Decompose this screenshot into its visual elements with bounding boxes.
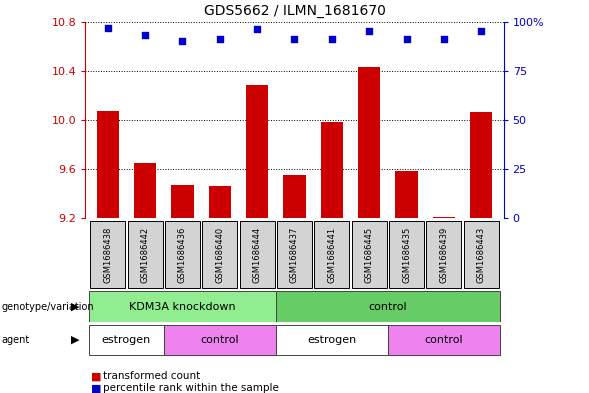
Title: GDS5662 / ILMN_1681670: GDS5662 / ILMN_1681670 xyxy=(204,4,385,18)
Bar xyxy=(97,111,119,218)
Bar xyxy=(165,221,200,288)
Point xyxy=(253,26,262,33)
Point xyxy=(477,28,486,35)
Bar xyxy=(426,221,461,288)
Text: ▶: ▶ xyxy=(71,335,80,345)
Bar xyxy=(171,185,194,218)
Bar xyxy=(240,221,274,288)
Bar xyxy=(320,122,343,218)
Bar xyxy=(164,325,276,355)
Text: control: control xyxy=(425,335,463,345)
Text: control: control xyxy=(200,335,239,345)
Bar xyxy=(246,86,269,218)
Bar xyxy=(283,175,306,218)
Point xyxy=(402,36,411,42)
Point xyxy=(439,36,449,42)
Text: ■: ■ xyxy=(91,371,102,382)
Bar xyxy=(134,163,156,218)
Bar xyxy=(464,221,499,288)
Point xyxy=(140,32,150,39)
Bar xyxy=(202,221,237,288)
Bar xyxy=(352,221,387,288)
Bar xyxy=(470,112,492,218)
Point xyxy=(103,24,112,31)
Bar xyxy=(209,186,231,218)
Point xyxy=(290,36,299,42)
Bar xyxy=(276,292,500,321)
Text: GSM1686445: GSM1686445 xyxy=(365,226,373,283)
Text: estrogen: estrogen xyxy=(307,335,356,345)
Bar xyxy=(276,325,388,355)
Bar xyxy=(89,292,276,321)
Point xyxy=(178,38,187,44)
Point xyxy=(365,28,374,35)
Bar xyxy=(358,67,380,218)
Text: transformed count: transformed count xyxy=(103,371,200,382)
Text: estrogen: estrogen xyxy=(102,335,151,345)
Text: KDM3A knockdown: KDM3A knockdown xyxy=(129,301,236,312)
Text: GSM1686441: GSM1686441 xyxy=(327,226,336,283)
Text: ■: ■ xyxy=(91,383,102,393)
Bar xyxy=(90,221,125,288)
Text: percentile rank within the sample: percentile rank within the sample xyxy=(103,383,279,393)
Bar xyxy=(388,325,500,355)
Text: GSM1686439: GSM1686439 xyxy=(439,226,448,283)
Text: GSM1686442: GSM1686442 xyxy=(141,226,150,283)
Bar xyxy=(395,171,418,218)
Text: GSM1686443: GSM1686443 xyxy=(477,226,486,283)
Bar xyxy=(89,325,164,355)
Text: control: control xyxy=(369,301,407,312)
Bar xyxy=(315,221,349,288)
Bar xyxy=(128,221,163,288)
Bar xyxy=(277,221,312,288)
Text: GSM1686435: GSM1686435 xyxy=(402,226,411,283)
Text: GSM1686440: GSM1686440 xyxy=(216,226,224,283)
Text: agent: agent xyxy=(1,335,29,345)
Bar xyxy=(433,217,455,218)
Text: GSM1686438: GSM1686438 xyxy=(103,226,112,283)
Text: genotype/variation: genotype/variation xyxy=(1,301,94,312)
Text: GSM1686437: GSM1686437 xyxy=(290,226,299,283)
Text: GSM1686436: GSM1686436 xyxy=(178,226,187,283)
Point xyxy=(327,36,336,42)
Bar xyxy=(389,221,424,288)
Text: GSM1686444: GSM1686444 xyxy=(253,226,262,283)
Point xyxy=(215,36,224,42)
Text: ▶: ▶ xyxy=(71,301,80,312)
